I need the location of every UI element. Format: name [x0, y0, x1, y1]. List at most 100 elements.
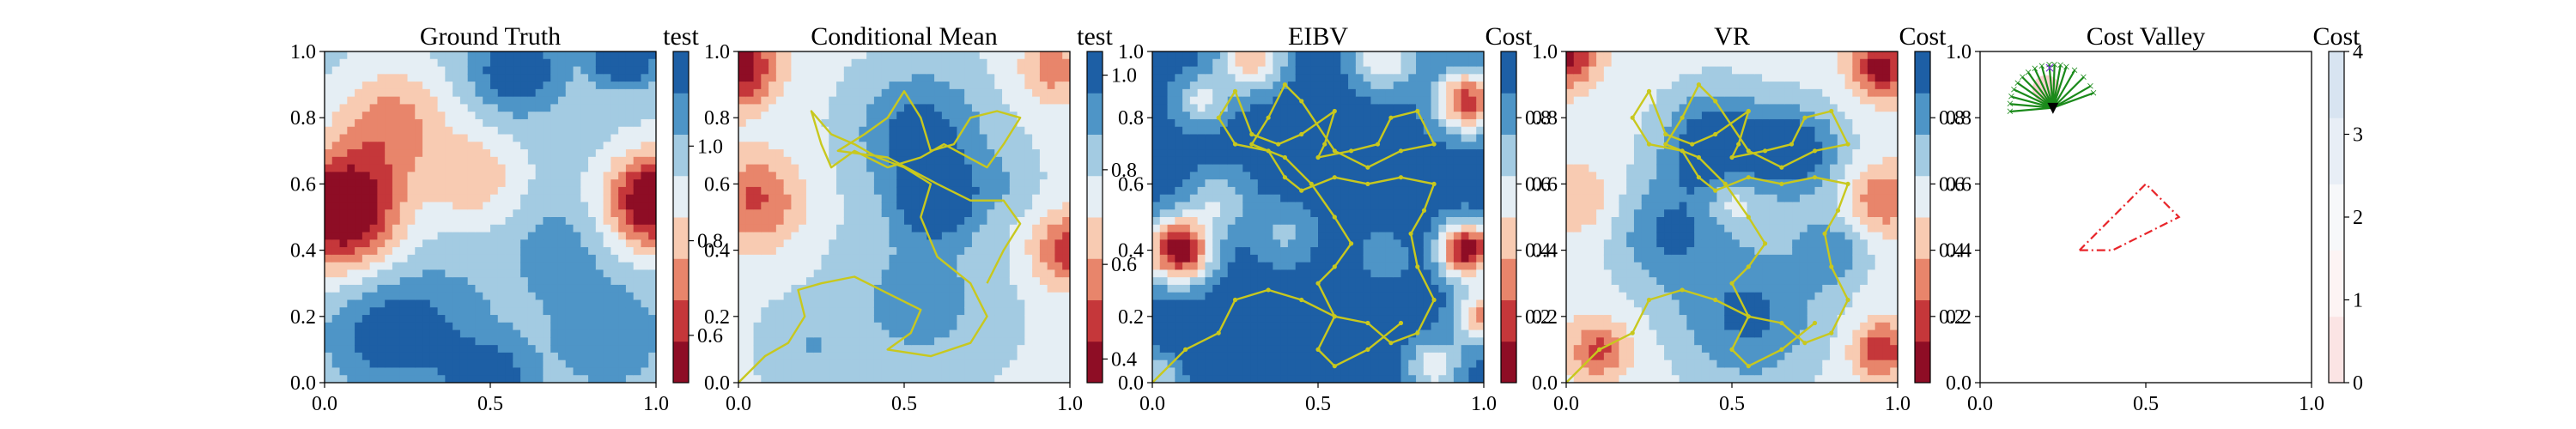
- heatmap-cell: [483, 277, 491, 286]
- heatmap-cell: [1295, 360, 1304, 369]
- heatmap-cell: [580, 269, 589, 278]
- heatmap-cell: [1318, 299, 1327, 308]
- heatmap-cell: [611, 239, 619, 248]
- heatmap-cell: [588, 375, 597, 383]
- heatmap-cell: [573, 104, 581, 112]
- heatmap-cell: [851, 156, 860, 166]
- heatmap-cell: [1024, 367, 1033, 376]
- heatmap-cell: [467, 142, 477, 150]
- heatmap-cell: [385, 232, 393, 240]
- heatmap-cell: [611, 299, 619, 308]
- heatmap-cell: [603, 126, 611, 136]
- heatmap-cell: [543, 104, 551, 112]
- heatmap-cell: [483, 172, 491, 180]
- heatmap-cell: [527, 337, 537, 346]
- heatmap-cell: [934, 345, 943, 353]
- heatmap-cell: [513, 352, 521, 361]
- heatmap-cell: [957, 51, 965, 60]
- heatmap-cell: [896, 112, 905, 120]
- heatmap-cell: [1205, 269, 1213, 278]
- heatmap-cell: [535, 202, 544, 210]
- heatmap-cell: [535, 352, 544, 361]
- heatmap-cell: [625, 112, 635, 120]
- heatmap-cell: [467, 262, 477, 271]
- heatmap-cell: [459, 51, 469, 60]
- heatmap-cell: [1295, 88, 1304, 98]
- heatmap-cell: [475, 329, 483, 338]
- heatmap-cell: [1032, 126, 1041, 136]
- heatmap-cell: [377, 134, 386, 142]
- heatmap-cell: [467, 239, 477, 248]
- heatmap-cell: [361, 88, 371, 98]
- heatmap-cell: [1273, 126, 1281, 136]
- heatmap-cell: [483, 156, 491, 166]
- heatmap-cell: [415, 209, 423, 218]
- heatmap-cell: [775, 345, 785, 353]
- heatmap-cell: [1250, 179, 1259, 188]
- heatmap-cell: [1242, 82, 1251, 90]
- heatmap-cell: [339, 352, 348, 361]
- heatmap-cell: [467, 209, 477, 218]
- heatmap-cell: [1205, 345, 1213, 353]
- heatmap-cell: [1310, 217, 1319, 226]
- heatmap-cell: [1047, 149, 1056, 158]
- heatmap-cell: [453, 232, 461, 240]
- heatmap-cell: [1189, 352, 1199, 361]
- heatmap-cell: [843, 209, 853, 218]
- heatmap-cell: [1242, 254, 1251, 263]
- heatmap-cell: [783, 186, 793, 196]
- heatmap-cell: [821, 82, 829, 90]
- heatmap-cell: [535, 96, 544, 106]
- heatmap-cell: [829, 74, 837, 82]
- heatmap-cell: [361, 307, 371, 316]
- heatmap-cell: [361, 232, 371, 240]
- heatmap-cell: [459, 299, 469, 308]
- heatmap-cell: [422, 292, 431, 301]
- heatmap-cell: [1152, 172, 1161, 180]
- heatmap-cell: [1303, 247, 1311, 256]
- heatmap-cell: [459, 58, 469, 68]
- heatmap-cell: [1318, 254, 1327, 263]
- heatmap-cell: [339, 96, 348, 106]
- heatmap-cell: [422, 126, 431, 136]
- heatmap-cell: [1024, 307, 1033, 316]
- heatmap-cell: [1175, 367, 1183, 376]
- heatmap-cell: [415, 239, 423, 248]
- heatmap-cell: [550, 352, 559, 361]
- heatmap-cell: [641, 360, 649, 369]
- heatmap-cell: [1167, 307, 1176, 316]
- heatmap-cell: [415, 58, 423, 68]
- heatmap-cell: [987, 82, 995, 90]
- heatmap-cell: [505, 232, 513, 240]
- heatmap-cell: [331, 307, 341, 316]
- heatmap-cell: [392, 58, 401, 68]
- heatmap-cell: [1032, 164, 1041, 172]
- heatmap-cell: [866, 74, 875, 82]
- heatmap-cell: [415, 284, 423, 293]
- heatmap-cell: [535, 337, 544, 346]
- heatmap-cell: [377, 186, 386, 196]
- heatmap-cell: [453, 315, 461, 323]
- heatmap-cell: [1062, 352, 1070, 361]
- heatmap-cell: [769, 126, 777, 136]
- heatmap-cell: [1024, 224, 1033, 233]
- heatmap-cell: [1205, 239, 1213, 248]
- heatmap-cell: [527, 247, 537, 256]
- heatmap-cell: [1032, 88, 1041, 98]
- heatmap-cell: [829, 262, 837, 271]
- heatmap-cell: [543, 149, 551, 158]
- heatmap-cell: [527, 262, 537, 271]
- heatmap-cell: [641, 58, 649, 68]
- heatmap-cell: [422, 134, 431, 142]
- heatmap-cell: [1167, 209, 1176, 218]
- heatmap-cell: [994, 277, 1003, 286]
- heatmap-cell: [415, 307, 423, 316]
- heatmap-cell: [911, 134, 920, 142]
- heatmap-cell: [369, 51, 379, 60]
- heatmap-cell: [535, 172, 544, 180]
- heatmap-cell: [1047, 104, 1056, 112]
- heatmap-cell: [527, 202, 537, 210]
- heatmap-cell: [483, 284, 491, 293]
- heatmap-cell: [445, 142, 453, 150]
- heatmap-cell: [580, 112, 589, 120]
